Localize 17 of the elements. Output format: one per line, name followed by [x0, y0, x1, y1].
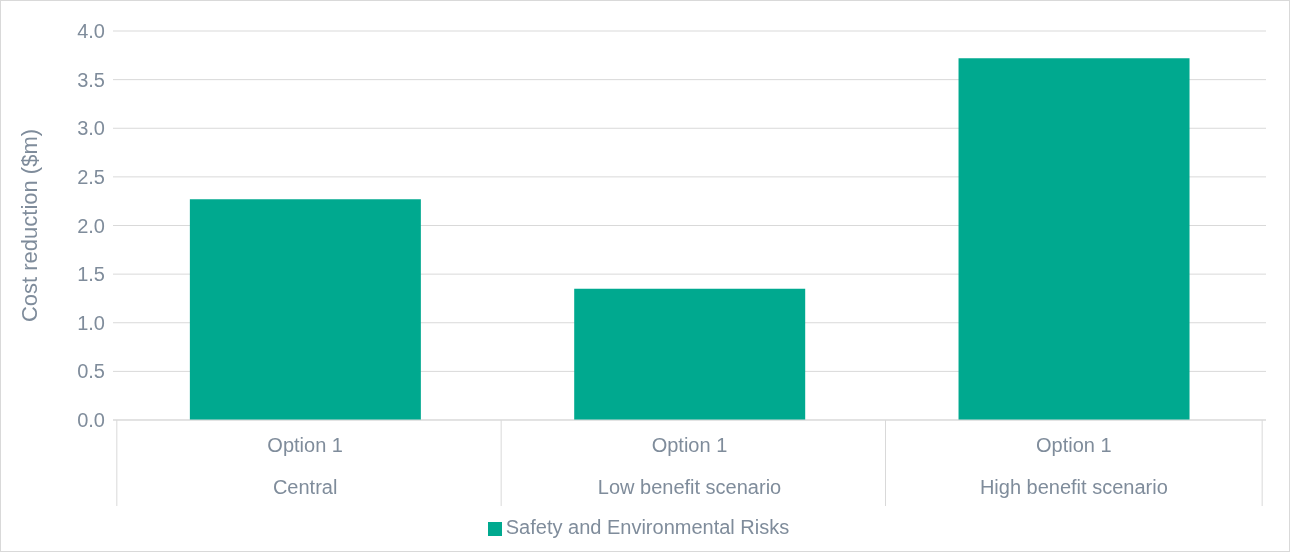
bar — [574, 288, 806, 420]
bar — [189, 199, 421, 420]
y-tick-label: 2.5 — [77, 165, 105, 188]
x-tick-label: Option 1 Low benefit scenario — [597, 434, 782, 498]
y-tick-label: 4.0 — [77, 20, 105, 43]
x-tick-label: Option 1 High benefit scenario — [979, 434, 1168, 498]
y-tick-label: 0.5 — [77, 360, 105, 383]
y-tick-label: 1.0 — [77, 311, 105, 334]
y-axis-title: Cost reduction ($m) — [16, 128, 42, 323]
y-tick-label: 1.5 — [77, 263, 105, 286]
y-tick-label: 0.0 — [77, 409, 105, 432]
y-tick-label: 2.0 — [77, 214, 105, 237]
bar — [958, 58, 1190, 420]
x-tick-label: Option 1 Central — [267, 434, 343, 498]
legend-label: Safety and Environmental Risks — [505, 516, 790, 538]
y-tick-label: 3.5 — [77, 68, 105, 91]
y-tick-label: 3.0 — [77, 117, 105, 140]
